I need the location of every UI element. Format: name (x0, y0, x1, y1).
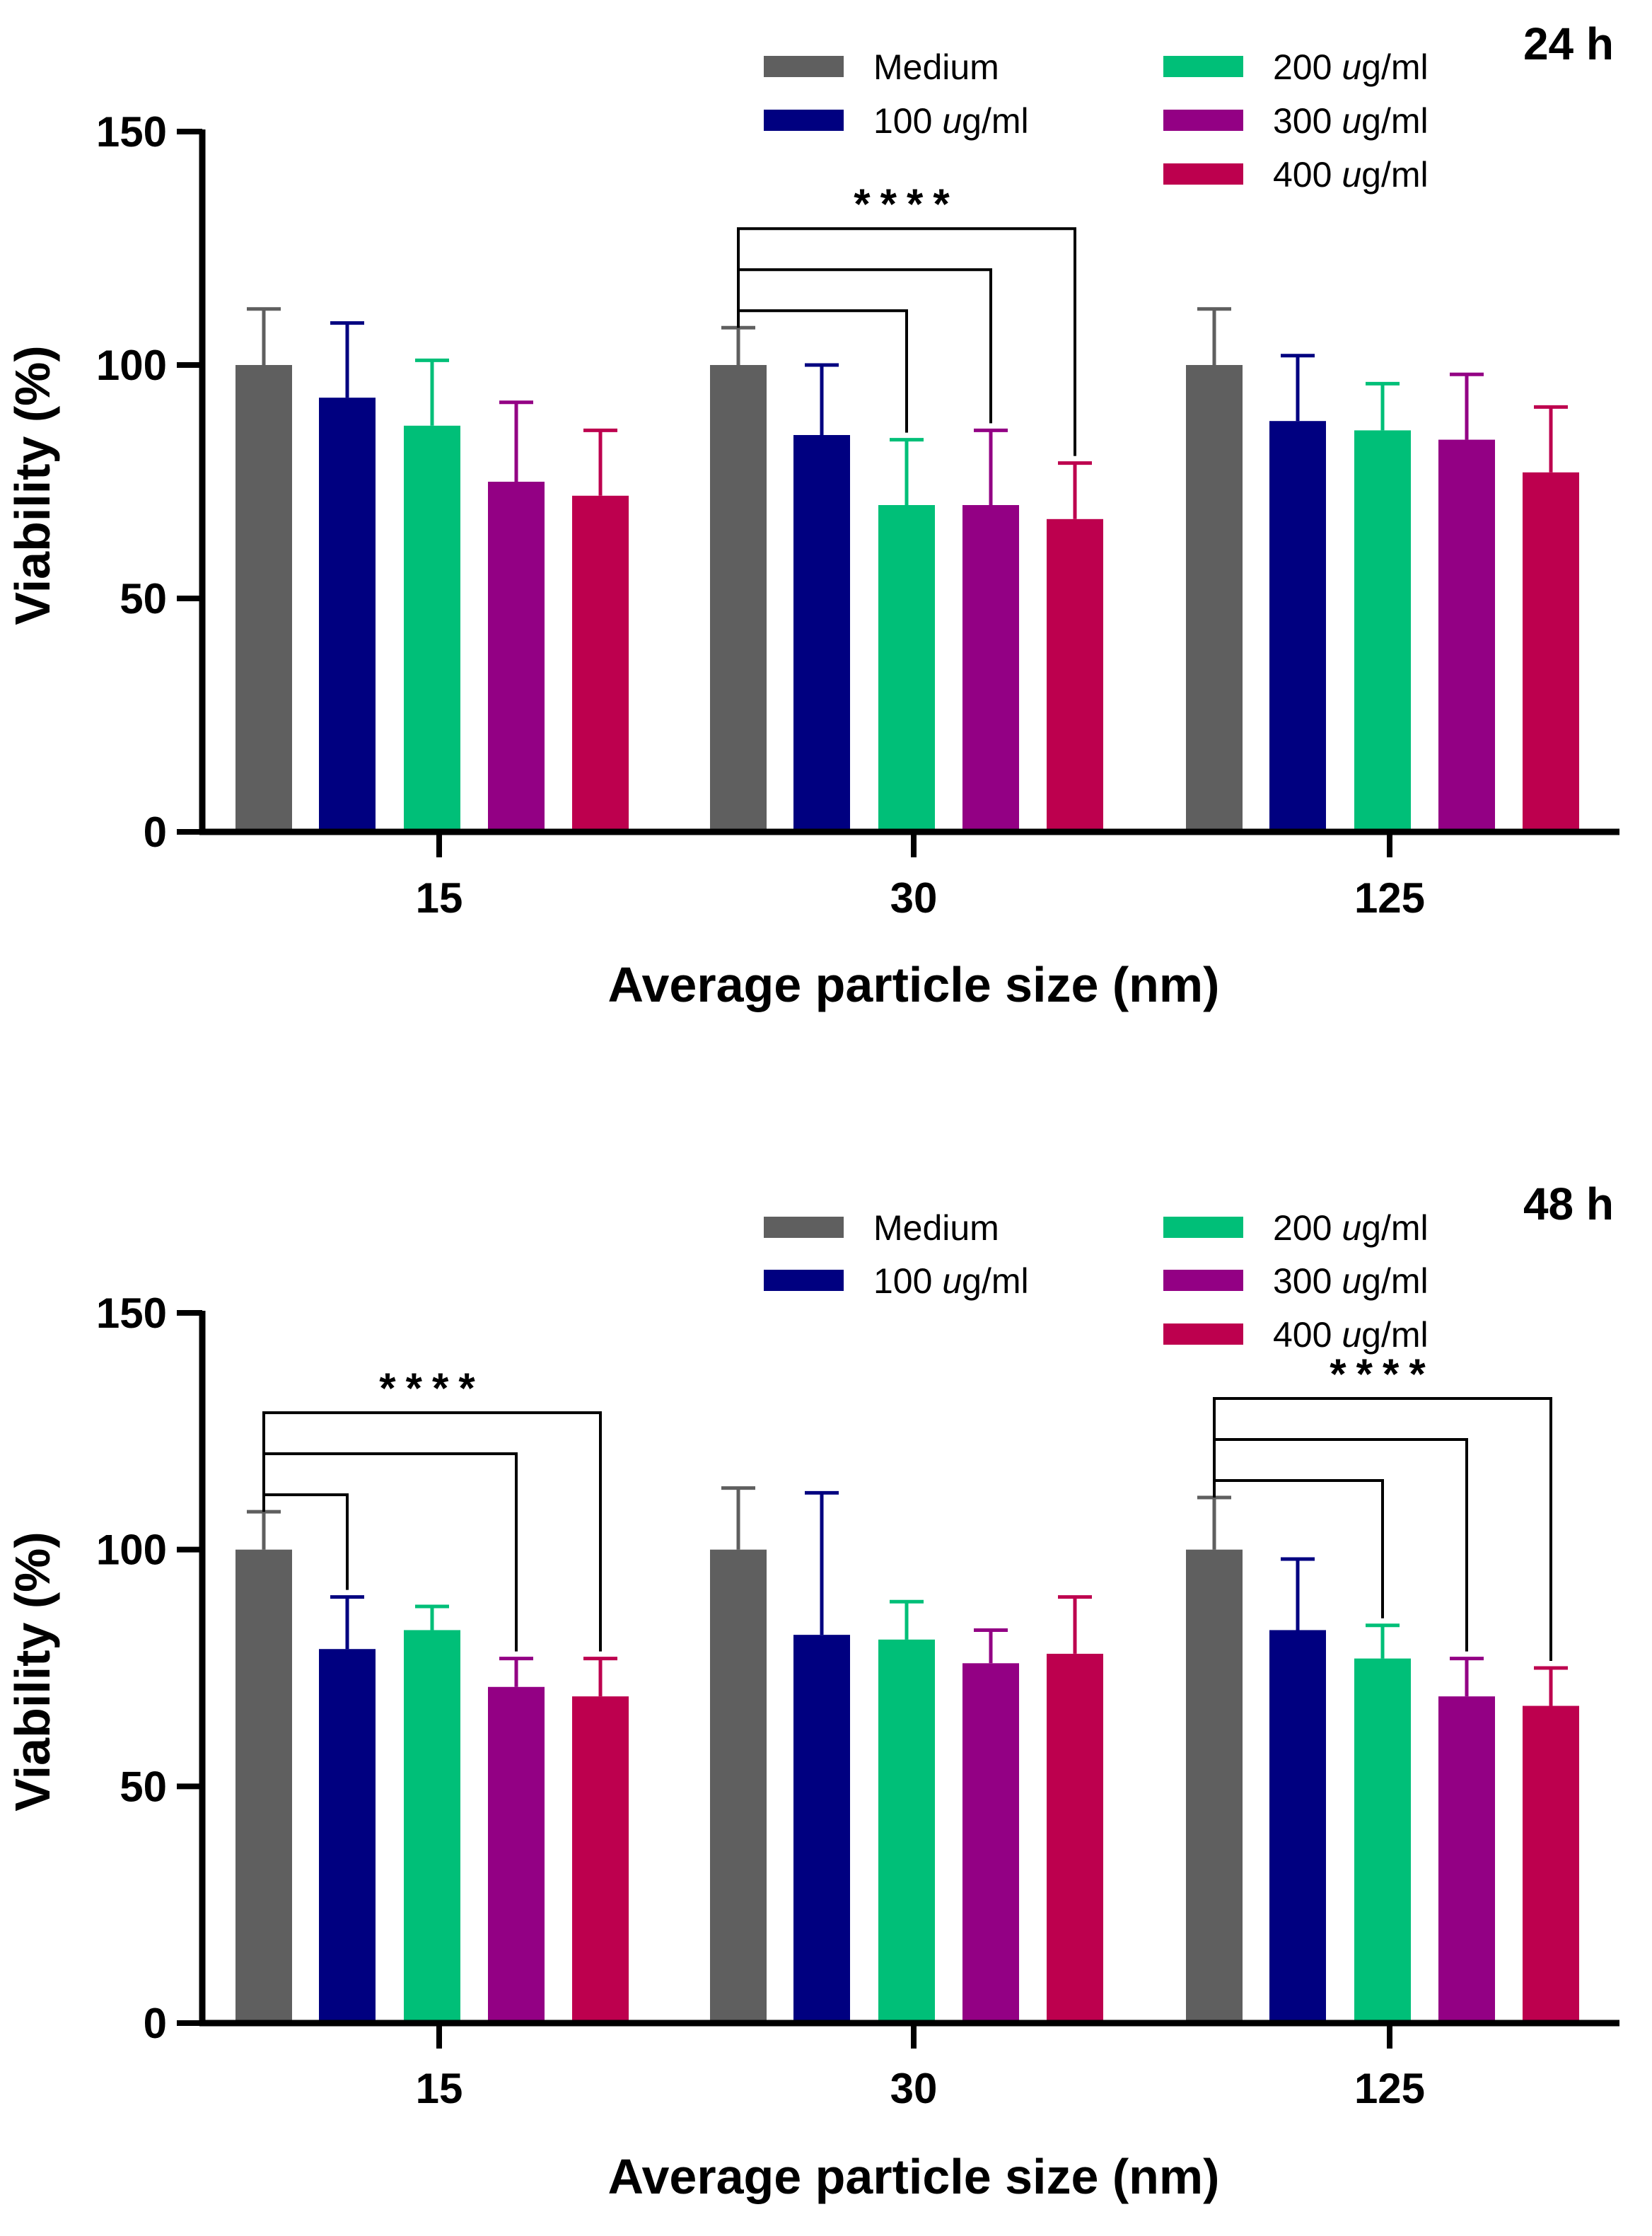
significance-label-1: **** (1330, 1350, 1435, 1398)
bar-100-ug-ml-125 (1269, 1630, 1326, 2023)
legend-label-4: 400 ug/ml (1273, 1315, 1429, 1355)
bar-200-ug-ml-125 (1354, 430, 1411, 832)
bar-400-ug-ml-125 (1523, 472, 1579, 832)
x-tick-label-125: 125 (1354, 874, 1425, 922)
bar-300-ug-ml-125 (1438, 439, 1495, 832)
bar-medium-125 (1186, 365, 1243, 832)
panel-48h: 0 50 100 150 15 30 125 Average particle size (n… (5, 1178, 1619, 2204)
x-tick-label-15: 15 (416, 874, 463, 922)
bar-100-ug-ml-15 (319, 1649, 376, 2023)
legend-swatch-4 (1163, 163, 1243, 185)
bar-400-ug-ml-30 (1047, 519, 1103, 832)
significance-bracket-1-2 (1213, 1397, 1552, 1661)
bar-medium-30 (710, 365, 767, 832)
bar-100-ug-ml-30 (793, 1635, 850, 2023)
significance-label-0: **** (379, 1365, 484, 1412)
y-tick-label-150: 150 (96, 1290, 167, 1337)
legend-label-1: 100 ug/ml (873, 1261, 1029, 1301)
panel-24h: 0 50 100 150 15 30 125 Average particle size (n… (5, 18, 1619, 1012)
legend-swatch-1 (764, 110, 844, 131)
bar-400-ug-ml-125 (1523, 1705, 1579, 2023)
legend-label-3: 300 ug/ml (1273, 1261, 1429, 1301)
bar-100-ug-ml-125 (1269, 421, 1326, 832)
x-tick-label-125: 125 (1354, 2065, 1425, 2112)
legend-swatch-3 (1163, 1270, 1243, 1291)
panel-title: 48 h (1523, 1178, 1614, 1229)
legend-swatch-0 (764, 1217, 844, 1238)
y-tick-label-100: 100 (96, 342, 167, 389)
significance-bracket-0-2 (737, 227, 1076, 456)
x-axis-title: Average particle size (nm) (608, 957, 1220, 1012)
legend-swatch-2 (1163, 1217, 1243, 1238)
bar-200-ug-ml-15 (404, 425, 460, 832)
bar-100-ug-ml-30 (793, 435, 850, 832)
x-tick-label-15: 15 (416, 2065, 463, 2112)
bar-300-ug-ml-15 (488, 1686, 545, 2023)
legend-swatch-1 (764, 1270, 844, 1291)
panel-title: 24 h (1523, 18, 1614, 69)
bar-300-ug-ml-15 (488, 482, 545, 832)
legend-swatch-2 (1163, 56, 1243, 77)
legend-swatch-4 (1163, 1323, 1243, 1345)
bar-medium-15 (235, 365, 292, 832)
significance-bracket-0-1 (737, 268, 992, 424)
x-tick-label-30: 30 (890, 2065, 938, 2112)
y-tick-label-50: 50 (120, 575, 167, 622)
bar-200-ug-ml-30 (878, 1639, 935, 2023)
legend-label-4: 400 ug/ml (1273, 155, 1429, 195)
bar-200-ug-ml-30 (878, 505, 935, 832)
bar-medium-15 (235, 1549, 292, 2023)
y-tick-label-0: 0 (144, 809, 167, 856)
x-axis-title: Average particle size (nm) (608, 2149, 1220, 2204)
legend-label-3: 300 ug/ml (1273, 101, 1429, 141)
bar-200-ug-ml-15 (404, 1630, 460, 2023)
bar-200-ug-ml-125 (1354, 1658, 1411, 2023)
bar-400-ug-ml-15 (572, 1696, 629, 2023)
y-tick-label-50: 50 (120, 1763, 167, 1810)
significance-label-0: **** (854, 180, 959, 228)
bar-medium-125 (1186, 1549, 1243, 2023)
y-tick-label-100: 100 (96, 1527, 167, 1574)
bar-medium-30 (710, 1549, 767, 2023)
legend-label-0: Medium (873, 1208, 999, 1248)
x-tick-label-30: 30 (890, 874, 938, 922)
y-axis-title: Viability (%) (5, 1531, 60, 1811)
legend-swatch-3 (1163, 110, 1243, 131)
legend-label-0: Medium (873, 47, 999, 87)
bar-300-ug-ml-30 (962, 1663, 1019, 2023)
legend-label-2: 200 ug/ml (1273, 1208, 1429, 1248)
legend-label-1: 100 ug/ml (873, 101, 1029, 141)
legend-swatch-0 (764, 56, 844, 77)
bar-100-ug-ml-15 (319, 398, 376, 832)
significance-bracket-0-1 (262, 1452, 518, 1652)
significance-bracket-0-2 (262, 1411, 602, 1652)
y-tick-label-0: 0 (144, 2000, 167, 2047)
significance-bracket-1-1 (1213, 1438, 1468, 1652)
bar-300-ug-ml-125 (1438, 1696, 1495, 2023)
bar-400-ug-ml-30 (1047, 1653, 1103, 2023)
bar-300-ug-ml-30 (962, 505, 1019, 832)
legend-label-2: 200 ug/ml (1273, 47, 1429, 87)
y-tick-label-150: 150 (96, 108, 167, 156)
y-axis-title: Viability (%) (5, 345, 60, 625)
bar-400-ug-ml-15 (572, 495, 629, 832)
